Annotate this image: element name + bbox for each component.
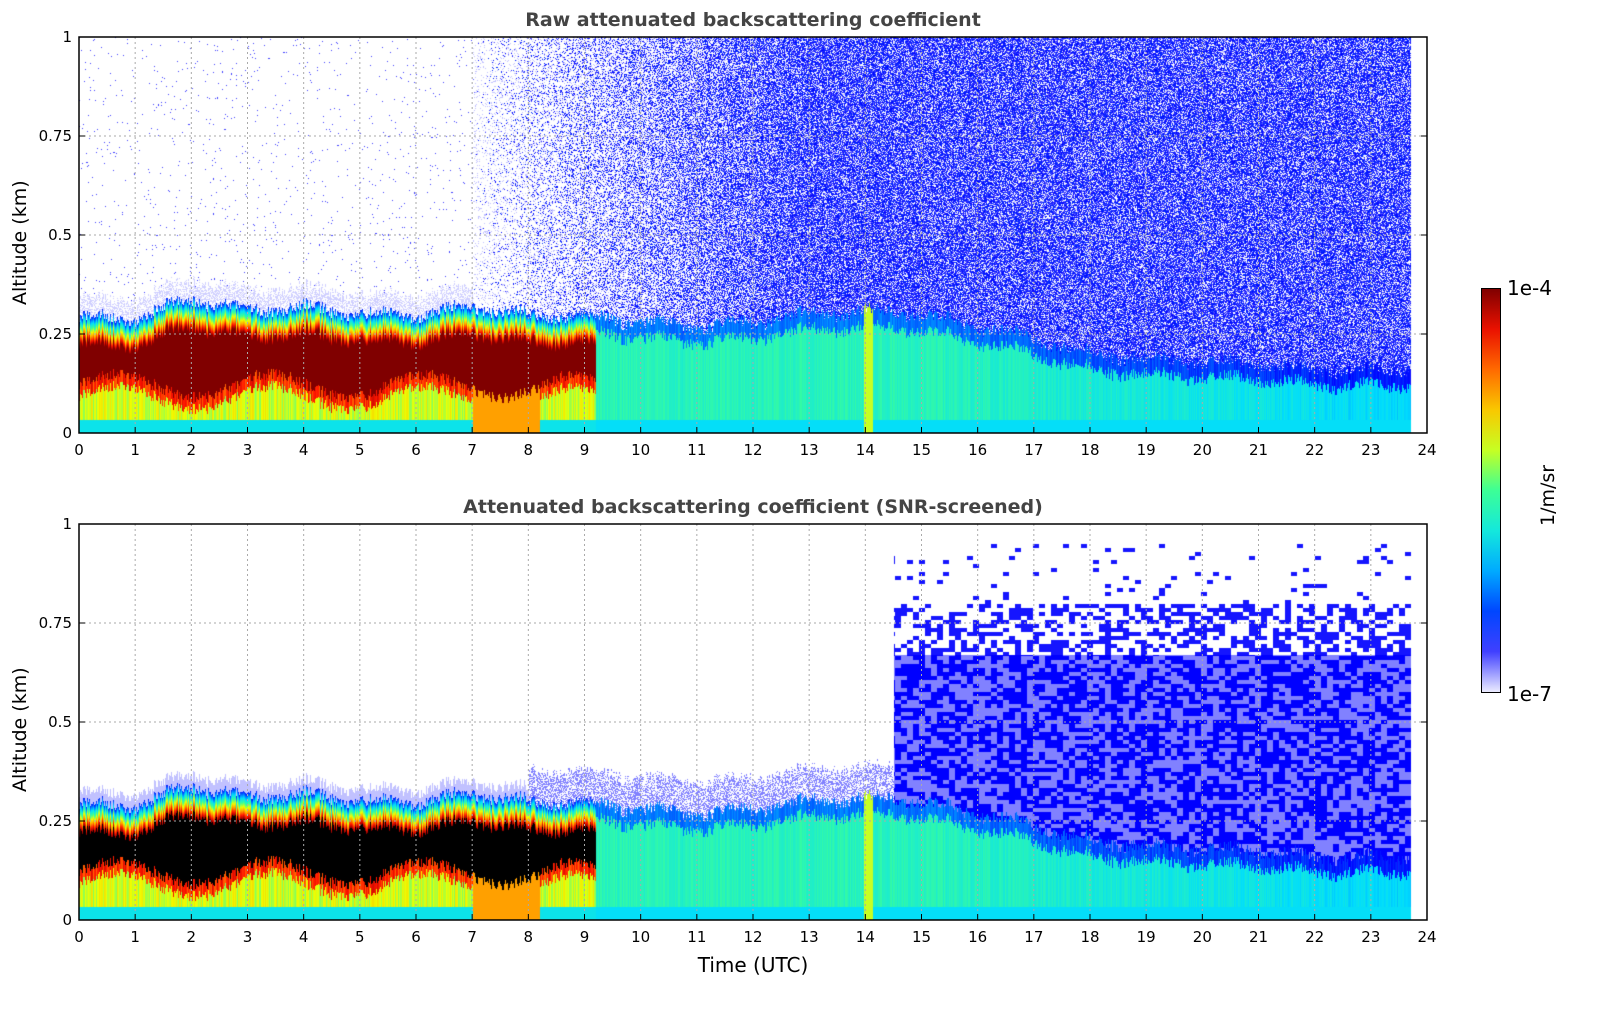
bottom-chart-title: Attenuated backscattering coefficient (S…	[463, 496, 1043, 518]
x-tick-label: 10	[631, 928, 650, 946]
colorbar-unit-label: 1/m/sr	[1537, 464, 1559, 526]
x-tick-label: 0	[74, 928, 84, 946]
x-tick-label: 3	[243, 928, 253, 946]
x-tick-label: 1	[130, 441, 140, 459]
bottom-y-axis-label: Altitude (km)	[9, 667, 31, 792]
y-tick-label: 1	[62, 515, 72, 533]
x-tick-label: 10	[631, 441, 650, 459]
plot-frame	[78, 36, 1428, 434]
y-tick-label: 0.25	[39, 812, 72, 830]
x-tick-label: 18	[1080, 928, 1099, 946]
top-chart-title: Raw attenuated backscattering coefficien…	[525, 9, 981, 31]
x-tick-label: 19	[1137, 928, 1156, 946]
x-tick-label: 5	[355, 928, 365, 946]
x-tick-label: 7	[467, 928, 477, 946]
x-tick-label: 14	[856, 928, 875, 946]
x-tick-label: 4	[299, 928, 309, 946]
x-tick-label: 20	[1193, 928, 1212, 946]
x-tick-label: 8	[524, 928, 534, 946]
x-tick-label: 24	[1417, 928, 1436, 946]
x-tick-label: 21	[1249, 441, 1268, 459]
x-tick-label: 1	[130, 928, 140, 946]
x-tick-label: 23	[1361, 441, 1380, 459]
x-tick-label: 22	[1305, 441, 1324, 459]
y-tick-label: 0.5	[48, 713, 72, 731]
y-tick-label: 0	[62, 424, 72, 442]
x-tick-label: 12	[743, 441, 762, 459]
y-tick-label: 0.25	[39, 325, 72, 343]
x-tick-label: 9	[580, 441, 590, 459]
x-tick-label: 6	[411, 441, 421, 459]
x-tick-label: 4	[299, 441, 309, 459]
x-tick-label: 16	[968, 928, 987, 946]
x-tick-label: 3	[243, 441, 253, 459]
x-tick-label: 11	[687, 441, 706, 459]
plot-frame	[78, 523, 1428, 921]
colorbar	[1481, 288, 1501, 693]
x-tick-label: 16	[968, 441, 987, 459]
y-tick-label: 0.75	[39, 614, 72, 632]
x-tick-label: 21	[1249, 928, 1268, 946]
y-tick-label: 0.5	[48, 226, 72, 244]
x-tick-label: 24	[1417, 441, 1436, 459]
x-tick-label: 0	[74, 441, 84, 459]
y-tick-label: 1	[62, 28, 72, 46]
x-tick-label: 20	[1193, 441, 1212, 459]
raw-axes: 0 1 2 3 4 5 6 7 8 9 10 11 12 13 14 15 16 17 18 19 20 21 22 23 24…	[39, 28, 1437, 459]
x-tick-label: 18	[1080, 441, 1099, 459]
top-y-axis-label: Altitude (km)	[9, 180, 31, 305]
x-tick-label: 9	[580, 928, 590, 946]
x-tick-label: 22	[1305, 928, 1324, 946]
x-tick-label: 14	[856, 441, 875, 459]
x-tick-label: 23	[1361, 928, 1380, 946]
raw-backscatter-panel: 0 1 2 3 4 5 6 7 8 9 10 11 12 13 14 15 16 17 18 19 20 21 22 23 24…	[39, 28, 1437, 459]
y-tick-label: 0.75	[39, 127, 72, 145]
x-tick-label: 17	[1024, 441, 1043, 459]
y-tick-label: 0	[62, 911, 72, 929]
colorbar-max-label: 1e-4	[1507, 276, 1552, 300]
x-tick-label: 7	[467, 441, 477, 459]
x-tick-label: 15	[912, 441, 931, 459]
screened-axes: 0 1 2 3 4 5 6 7 8 9 10 11 12 13 14 15 16 17 18 19 20 21 22 23 24…	[39, 515, 1437, 946]
x-axis-label: Time (UTC)	[697, 953, 809, 977]
x-tick-label: 2	[187, 441, 197, 459]
x-tick-label: 15	[912, 928, 931, 946]
x-tick-label: 17	[1024, 928, 1043, 946]
x-tick-label: 5	[355, 441, 365, 459]
screened-backscatter-panel: 0 1 2 3 4 5 6 7 8 9 10 11 12 13 14 15 16 17 18 19 20 21 22 23 24…	[39, 515, 1437, 946]
x-tick-label: 12	[743, 928, 762, 946]
x-tick-label: 19	[1137, 441, 1156, 459]
x-tick-label: 2	[187, 928, 197, 946]
colorbar-min-label: 1e-7	[1507, 682, 1552, 706]
x-tick-label: 13	[800, 441, 819, 459]
x-tick-label: 8	[524, 441, 534, 459]
x-tick-label: 13	[800, 928, 819, 946]
x-tick-label: 11	[687, 928, 706, 946]
x-tick-label: 6	[411, 928, 421, 946]
